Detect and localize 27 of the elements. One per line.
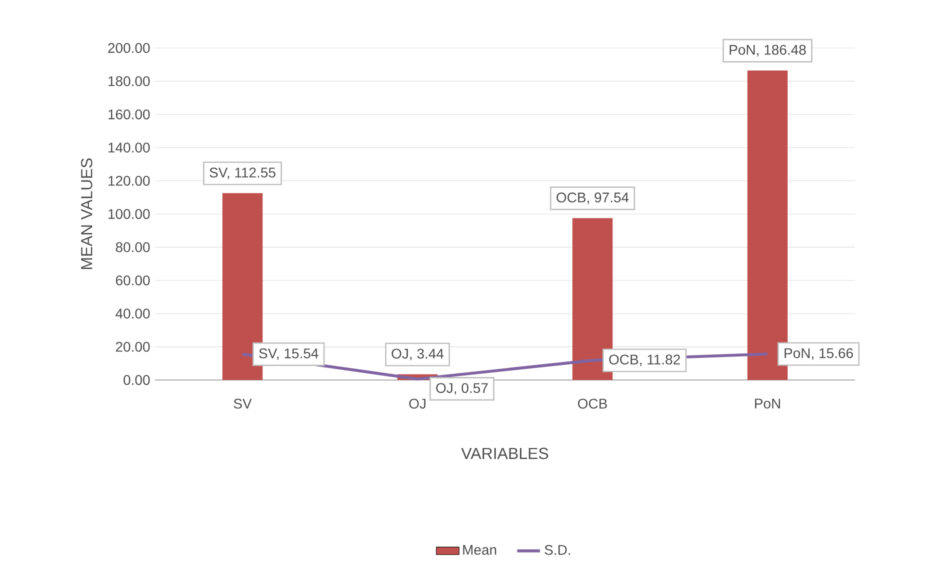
y-tick-label: 120.00	[108, 176, 150, 186]
data-label: OJ, 0.57	[436, 383, 488, 395]
y-tick-label: 100.00	[108, 209, 150, 219]
y-axis-title: MEAN VALUES	[80, 158, 92, 269]
y-tick-label: 20.00	[116, 342, 150, 352]
legend-label: Mean	[463, 545, 496, 555]
data-label: SV, 112.55	[210, 168, 276, 180]
x-tick-label: SV	[234, 398, 252, 409]
y-tick-label: 200.00	[108, 43, 150, 53]
data-label: OCB, 11.82	[609, 354, 680, 366]
data-label: PoN, 15.66	[784, 348, 853, 360]
legend-label: S.D.	[544, 544, 570, 555]
y-tick-label: 60.00	[116, 275, 150, 286]
y-tick-label: 180.00	[108, 76, 150, 86]
y-tick-label: 40.00	[116, 308, 150, 319]
data-label: OJ, 3.44	[392, 348, 444, 360]
data-label: OCB, 97.54	[556, 192, 629, 204]
data-label: PoN, 186.48	[730, 44, 806, 56]
x-axis-title: VARIABLES	[461, 448, 548, 460]
y-tick-label: 0.00	[124, 375, 150, 385]
x-tick-label: OJ	[409, 398, 426, 409]
y-tick-label: 140.00	[108, 142, 150, 153]
x-tick-label: PoN	[755, 398, 780, 408]
x-tick-label: OCB	[578, 398, 607, 409]
data-label: SV, 15.54	[259, 348, 318, 360]
y-tick-label: 80.00	[116, 242, 150, 252]
y-tick-label: 160.00	[108, 109, 150, 120]
